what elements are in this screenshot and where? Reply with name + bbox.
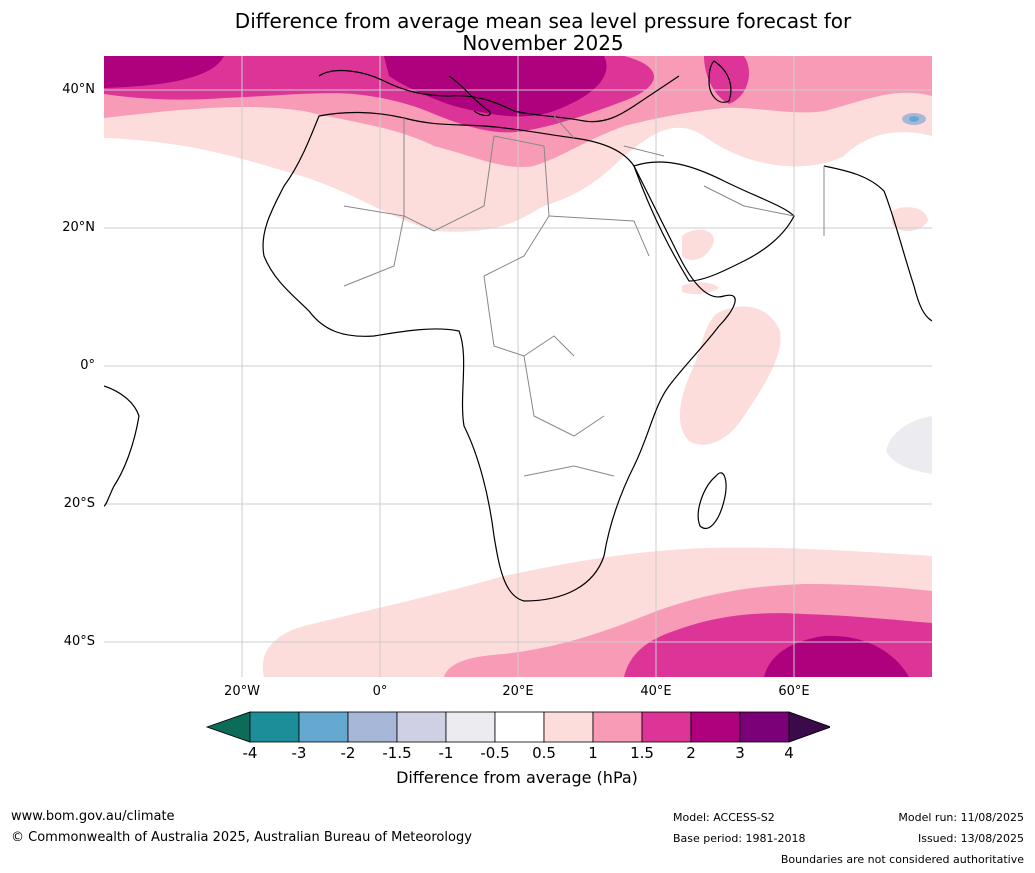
indian-ocean-grey-patch [886, 416, 932, 474]
map-title: Difference from average mean sea level p… [0, 10, 1035, 54]
lat-label-40n: 40°N [62, 82, 95, 97]
colorbar-tick-label: 4 [784, 744, 794, 762]
lat-label-40s: 40°S [63, 634, 95, 649]
coastlines [104, 60, 932, 602]
gridlines [104, 56, 932, 677]
colorbar-segment [445, 711, 496, 743]
lon-label-20e: 20°E [502, 684, 534, 699]
india-pink-patch [892, 207, 928, 232]
caucasus-anomaly [704, 56, 749, 104]
india-coastline [823, 165, 932, 322]
footer-issued: Issued: 13/08/2025 [917, 832, 1024, 845]
lon-label-0: 0° [372, 684, 388, 699]
footer-model-run: Model run: 11/08/2025 [898, 811, 1024, 824]
colorbar-segment [592, 711, 643, 743]
colorbar-tick-label: -1 [438, 744, 454, 762]
colorbar-tick-label: 1.5 [630, 744, 654, 762]
colorbar-extend-low [206, 711, 251, 743]
colorbar-segment [690, 711, 741, 743]
arabia-coastline [633, 161, 795, 282]
country-borders [343, 115, 825, 477]
footer-base-period: Base period: 1981-2018 [673, 832, 806, 845]
colorbar-tick-label: 0.5 [532, 744, 556, 762]
footer-copyright: © Commonwealth of Australia 2025, Austra… [11, 830, 472, 845]
colorbar-tick-label: 3 [735, 744, 745, 762]
colorbar-tick-label: -4 [242, 744, 258, 762]
lon-label-60e: 60°E [778, 684, 810, 699]
footer-url: www.bom.gov.au/climate [11, 809, 175, 824]
colorbar-extend-high [788, 711, 830, 743]
himalaya-blue-core [909, 116, 919, 122]
colorbar-segment [249, 711, 300, 743]
europe-coastline [318, 70, 680, 123]
title-line-2: November 2025 [462, 31, 624, 55]
colorbar-tick-label: -3 [291, 744, 307, 762]
indian-ocean-pink-patch [679, 306, 781, 445]
northwest-anomaly-2-3 [104, 56, 224, 88]
footer-model: Model: ACCESS-S2 [673, 811, 775, 824]
colorbar-segment [396, 711, 447, 743]
map-svg [104, 56, 932, 677]
colorbar-segment [494, 711, 545, 743]
footer-disclaimer: Boundaries are not considered authoritat… [780, 853, 1024, 866]
forecast-map [104, 56, 932, 677]
madagascar-coastline [697, 472, 727, 529]
colorbar-tick-label: -0.5 [480, 744, 510, 762]
colorbar-tick-label: 1 [588, 744, 598, 762]
lat-label-20n: 20°N [62, 220, 95, 235]
colorbar-segment [739, 711, 790, 743]
caspian-coastline [708, 60, 732, 103]
colorbar [206, 711, 830, 743]
colorbar-segment [543, 711, 594, 743]
africa-coastline [262, 111, 736, 602]
colorbar-tick-label: -1.5 [382, 744, 412, 762]
italy-coastline [448, 75, 491, 117]
north-anomaly-2-3 [384, 56, 607, 117]
title-line-1: Difference from average mean sea level p… [234, 9, 852, 33]
colorbar-segment [641, 711, 692, 743]
lat-label-20s: 20°S [63, 496, 95, 511]
colorbar-title: Difference from average (hPa) [396, 768, 638, 787]
south-america-coastline [104, 385, 140, 507]
colorbar-tick-label: 2 [686, 744, 696, 762]
lon-label-20w: 20°W [224, 684, 260, 699]
south-anomaly-2-3 [764, 635, 909, 677]
colorbar-segment [347, 711, 398, 743]
colorbar-tick-label: -2 [340, 744, 356, 762]
lat-label-0: 0° [80, 358, 95, 373]
lon-label-40e: 40°E [640, 684, 672, 699]
colorbar-segment [298, 711, 349, 743]
arabia-pink-patch [682, 229, 714, 261]
